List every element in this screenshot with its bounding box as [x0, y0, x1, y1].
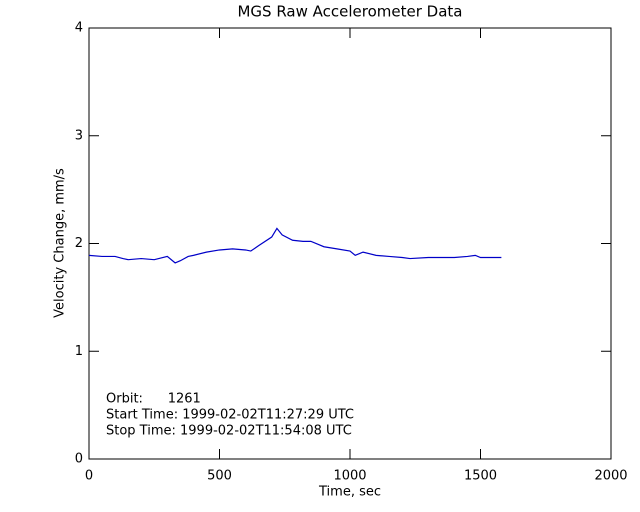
x-tick-label: 500: [207, 469, 232, 484]
y-tick-label: 4: [75, 21, 83, 36]
y-tick-label: 3: [75, 128, 83, 143]
y-axis-label: Velocity Change, mm/s: [53, 168, 68, 318]
chart-title: MGS Raw Accelerometer Data: [237, 3, 462, 21]
y-tick-label: 2: [75, 236, 83, 251]
y-tick-label: 0: [75, 452, 83, 467]
y-tick-label: 1: [75, 344, 83, 359]
data-line: [88, 227, 502, 264]
x-tick-label: 2000: [594, 469, 627, 484]
x-axis-label: Time, sec: [318, 485, 381, 500]
x-tick-label: 1500: [464, 469, 497, 484]
annotation: Orbit: 1261: [106, 392, 201, 407]
x-tick-label: 1000: [333, 469, 366, 484]
annotation: Stop Time: 1999-02-02T11:54:08 UTC: [106, 424, 352, 439]
annotation: Start Time: 1999-02-02T11:27:29 UTC: [106, 408, 354, 423]
x-tick-label: 0: [85, 469, 93, 484]
